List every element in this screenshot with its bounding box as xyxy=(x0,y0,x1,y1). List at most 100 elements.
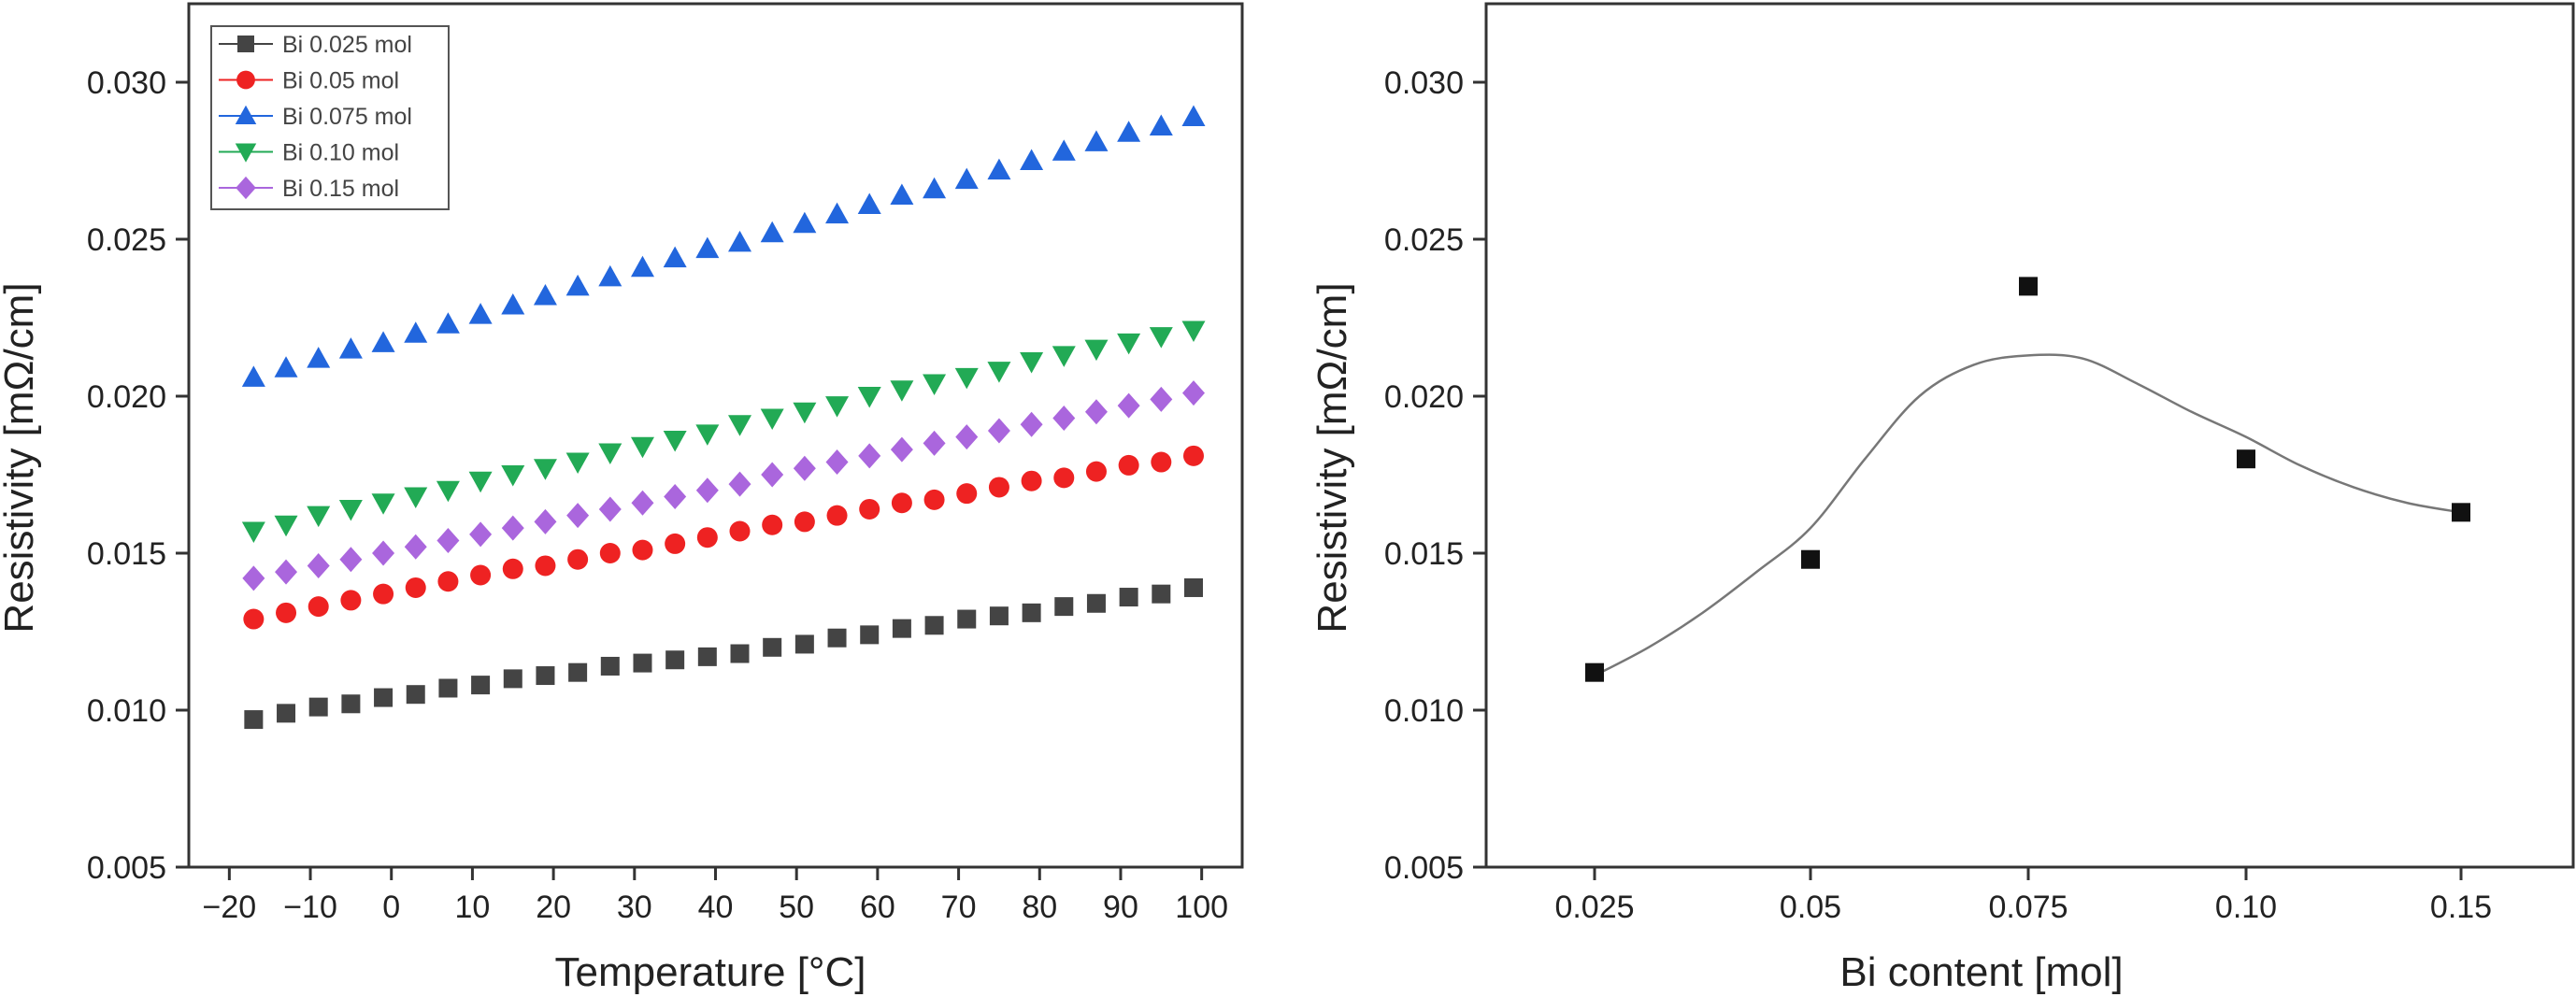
left-x-tick-label: 80 xyxy=(1022,890,1057,925)
right-y-tick-label: 0.025 xyxy=(1384,222,1464,258)
data-point xyxy=(1084,339,1109,362)
data-point xyxy=(338,337,363,359)
data-point xyxy=(923,177,947,199)
data-point xyxy=(468,303,493,324)
left-axes: −20 −10 0 10 20 30 40 50 60 70 80 90 100 0.005 0.010 0.… xyxy=(87,2,1244,925)
data-point xyxy=(729,520,751,542)
data-point xyxy=(695,477,719,504)
data-point xyxy=(989,606,1009,626)
data-point xyxy=(1150,386,1173,412)
data-point xyxy=(825,202,850,224)
data-point xyxy=(1801,549,1820,569)
legend-marker xyxy=(235,105,257,124)
left-y-tick-label: 0.025 xyxy=(87,222,166,258)
data-point xyxy=(1052,406,1076,432)
data-point xyxy=(890,380,914,402)
data-point xyxy=(632,539,653,561)
data-point xyxy=(598,443,623,464)
data-point xyxy=(697,647,717,666)
legend: Bi 0.025 mol Bi 0.05 mol Bi 0.075 mol Bi 0.… xyxy=(210,25,450,210)
left-chart: −20 −10 0 10 20 30 40 50 60 70 80 90 100 0.005 0.010 0.… xyxy=(0,2,1244,995)
legend-marker xyxy=(236,70,255,90)
data-point xyxy=(470,564,492,586)
data-point xyxy=(243,608,265,630)
data-point xyxy=(923,430,946,456)
left-x-tick-label: 20 xyxy=(536,890,571,925)
right-y-tick-label: 0.030 xyxy=(1384,65,1464,101)
data-point xyxy=(664,484,687,510)
data-point xyxy=(565,452,590,475)
data-point xyxy=(760,221,784,243)
data-point xyxy=(630,255,654,278)
data-point xyxy=(307,506,331,528)
data-point xyxy=(501,465,525,487)
data-point xyxy=(987,158,1011,180)
data-point xyxy=(534,508,557,534)
data-point xyxy=(924,616,944,635)
data-point xyxy=(1181,320,1206,342)
right-y-tick-label: 0.020 xyxy=(1384,379,1464,415)
data-point xyxy=(1052,139,1076,161)
data-point xyxy=(241,365,265,387)
data-point xyxy=(371,493,395,515)
data-point xyxy=(501,515,524,541)
data-point xyxy=(567,548,589,570)
legend-marker xyxy=(236,176,256,200)
data-point xyxy=(598,264,623,287)
data-point xyxy=(469,521,493,548)
data-point xyxy=(763,637,782,657)
data-point xyxy=(665,533,686,554)
legend-item: Bi 0.075 mol xyxy=(219,104,412,130)
right-y-tick-label: 0.005 xyxy=(1384,850,1464,886)
data-point xyxy=(242,565,265,591)
data-point xyxy=(793,455,816,481)
left-data-points xyxy=(241,105,1206,730)
data-point xyxy=(1084,399,1108,425)
right-x-tick-label: 0.05 xyxy=(1780,890,1841,925)
right-chart: 0.025 0.05 0.075 0.10 0.15 0.005 0.010 0.015 0.0… xyxy=(1309,2,2575,995)
data-point xyxy=(728,415,752,436)
data-point xyxy=(404,487,428,509)
data-point xyxy=(857,387,881,408)
data-point xyxy=(695,424,720,446)
data-point xyxy=(307,347,331,368)
data-point xyxy=(1117,333,1141,355)
legend-item: Bi 0.10 mol xyxy=(219,140,399,166)
left-x-tick-label: 40 xyxy=(698,890,734,925)
data-point xyxy=(1085,461,1107,482)
data-point xyxy=(1020,411,1043,437)
data-point xyxy=(436,528,460,554)
series-triangle-down xyxy=(241,320,1206,543)
left-x-axis-label: Temperature [°C] xyxy=(554,949,866,995)
left-y-tick-label: 0.030 xyxy=(87,65,166,101)
data-point xyxy=(436,480,460,503)
data-point xyxy=(987,362,1011,383)
data-point xyxy=(600,656,620,676)
data-point xyxy=(404,321,428,343)
data-point xyxy=(536,666,555,686)
right-x-tick-label: 0.10 xyxy=(2215,890,2277,925)
data-point xyxy=(341,694,361,714)
data-point xyxy=(438,678,458,698)
data-point xyxy=(1021,470,1042,491)
left-y-tick-label: 0.005 xyxy=(87,850,166,886)
data-point xyxy=(1182,445,1204,466)
left-x-tick-label: 0 xyxy=(382,890,400,925)
data-point xyxy=(1022,603,1041,622)
data-point xyxy=(826,505,848,526)
data-point xyxy=(793,211,817,234)
data-point xyxy=(1149,114,1173,136)
right-x-tick-label: 0.025 xyxy=(1554,890,1634,925)
data-point xyxy=(858,443,881,469)
left-y-axis-label: Resistivity [mΩ/cm] xyxy=(0,282,42,633)
data-point xyxy=(598,496,622,522)
data-point xyxy=(923,374,947,396)
data-point xyxy=(277,704,296,723)
data-point xyxy=(503,669,522,689)
data-point xyxy=(695,236,720,259)
legend-label: Bi 0.05 mol xyxy=(282,68,399,94)
data-point xyxy=(1183,577,1203,597)
data-point xyxy=(1117,392,1140,419)
data-point xyxy=(954,367,979,390)
left-x-tick-label: 10 xyxy=(455,890,491,925)
